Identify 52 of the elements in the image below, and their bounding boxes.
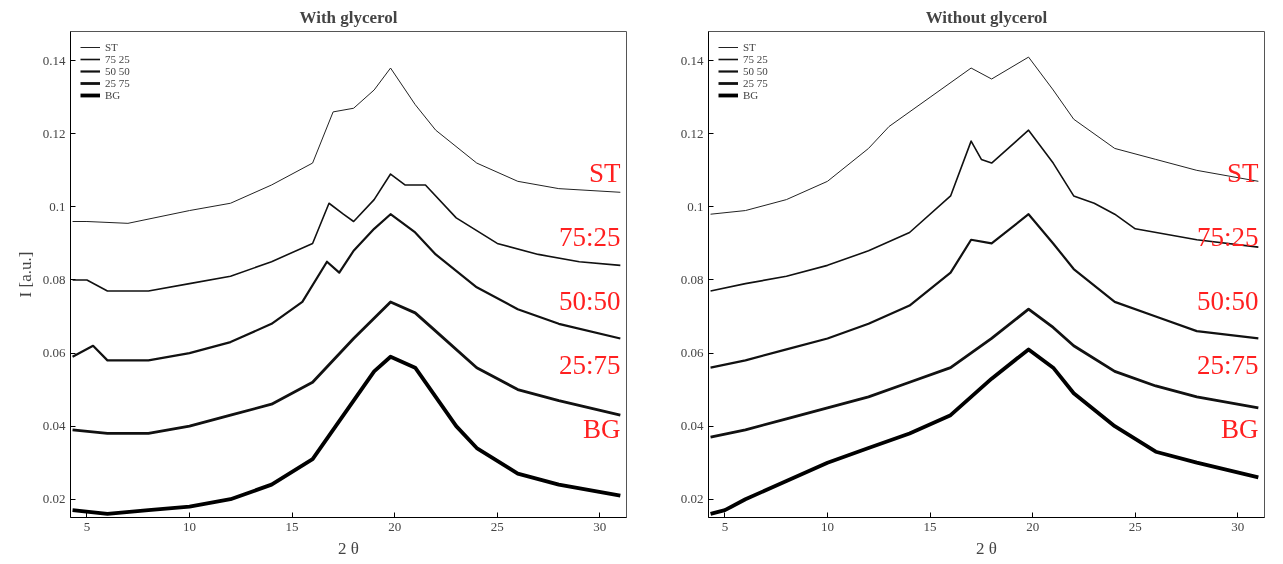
legend-label: ST: [105, 41, 119, 53]
y-tick-label: 0.12: [42, 125, 66, 141]
x-tick-label: 5: [83, 518, 91, 534]
y-tick-label: 0.08: [680, 271, 704, 287]
y-tick-label: 0.04: [42, 418, 66, 434]
legend-label: 50 50: [743, 65, 768, 77]
x-tick-label: 10: [821, 518, 834, 534]
y-tick-label: 0.1: [687, 198, 704, 214]
legend-label: 50 50: [105, 65, 130, 77]
chart-title: Without glycerol: [925, 7, 1048, 27]
line-series: [709, 129, 1260, 292]
legend-label: BG: [105, 89, 122, 101]
y-tick-label: 0.02: [42, 491, 66, 507]
annotation: 50:50: [1197, 285, 1259, 316]
x-tick-label: 20: [388, 518, 402, 534]
x-tick-label: 10: [183, 518, 196, 534]
line-series: [72, 67, 621, 224]
legend-label: BG: [743, 89, 760, 101]
legend-label: 75 25: [105, 53, 130, 65]
annotation: BG: [582, 413, 621, 444]
annotation: 75:25: [559, 221, 621, 252]
y-tick-label: 0.06: [42, 345, 66, 361]
y-tick-label: 0.06: [680, 345, 704, 361]
y-tick-label: 0.08: [42, 271, 66, 287]
y-tick-label: 0.12: [680, 125, 704, 141]
legend-label: 25 75: [743, 77, 768, 89]
legend-label: 75 25: [743, 53, 768, 65]
chart-title: With glycerol: [299, 7, 398, 27]
y-tick-label: 0.14: [680, 52, 704, 68]
x-axis-title: 2 θ: [338, 538, 359, 558]
x-tick-label: 15: [285, 518, 299, 534]
x-tick-label: 5: [721, 518, 729, 534]
x-axis-title: 2 θ: [976, 538, 997, 558]
y-tick-label: 0.04: [680, 418, 704, 434]
y-tick-label: 0.14: [42, 52, 66, 68]
annotation: BG: [1220, 413, 1259, 444]
annotation: 50:50: [559, 285, 621, 316]
line-series: [710, 56, 1259, 215]
annotation: ST: [588, 157, 622, 188]
x-tick-label: 30: [1231, 518, 1245, 534]
x-tick-label: 25: [1128, 518, 1142, 534]
y-tick-label: 0.1: [49, 198, 66, 214]
legend-label: ST: [743, 41, 757, 53]
legend-label: 25 75: [105, 77, 130, 89]
x-tick-label: 15: [923, 518, 937, 534]
annotation: 25:75: [559, 349, 621, 380]
y-tick-label: 0.02: [680, 491, 704, 507]
y-axis-title: I [a.u.]: [15, 251, 35, 298]
x-tick-label: 25: [490, 518, 504, 534]
x-tick-label: 30: [593, 518, 607, 534]
annotation: 25:75: [1197, 349, 1259, 380]
x-tick-label: 20: [1026, 518, 1040, 534]
